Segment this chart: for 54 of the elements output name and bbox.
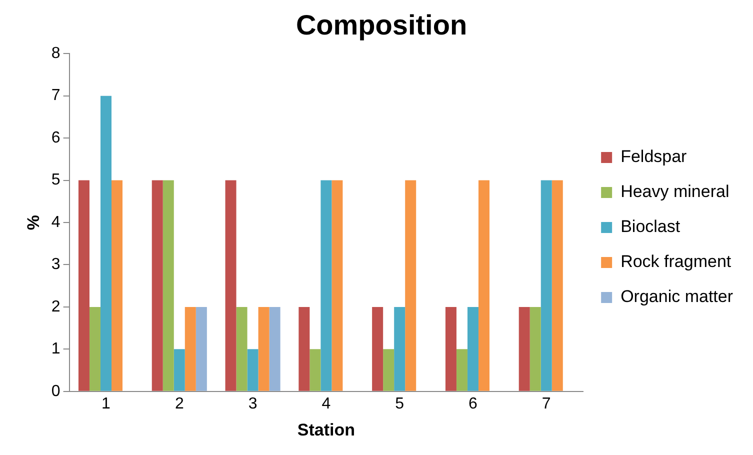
x-tick-label: 7 <box>542 395 551 412</box>
bar <box>112 180 123 391</box>
x-axis-title: Station <box>297 420 355 440</box>
bar <box>247 349 258 391</box>
bar <box>78 180 90 391</box>
bar <box>383 349 394 391</box>
y-tick-label: 5 <box>51 172 60 189</box>
bar <box>552 180 563 391</box>
bar <box>100 96 112 391</box>
bar <box>174 349 185 391</box>
bar <box>196 306 207 391</box>
legend-label: Bioclast <box>620 217 680 236</box>
legend-label: Heavy mineral <box>620 182 730 202</box>
x-tick-label: 3 <box>248 395 258 412</box>
bar <box>394 306 406 391</box>
bar <box>162 180 174 391</box>
y-tick-label: 1 <box>51 340 60 358</box>
bar <box>320 180 332 391</box>
legend-label: Rock fragment <box>620 252 732 272</box>
bar <box>530 306 541 391</box>
bar <box>225 180 236 391</box>
x-tick-label: 4 <box>322 395 331 412</box>
x-tick-label: 6 <box>468 395 478 412</box>
bar <box>540 180 552 391</box>
y-tick-label: 4 <box>51 214 60 231</box>
bar <box>445 306 456 391</box>
bar <box>298 306 310 391</box>
bar <box>456 349 468 391</box>
bar <box>332 180 343 391</box>
bar <box>405 180 416 391</box>
bar <box>236 306 248 391</box>
y-tick-label: 6 <box>51 129 60 146</box>
bar <box>518 306 530 391</box>
legend-label: Organic matter <box>620 287 734 306</box>
x-tick-label: 2 <box>174 395 184 412</box>
bar <box>184 306 196 391</box>
bar <box>269 306 280 391</box>
y-tick-label: 2 <box>51 298 60 316</box>
chart-title: Composition <box>296 10 468 41</box>
y-tick-label: 3 <box>51 256 60 274</box>
legend-label: Feldspar <box>620 147 688 166</box>
x-tick-label: 5 <box>395 395 404 412</box>
bar <box>372 306 384 391</box>
bar <box>89 306 100 391</box>
bar <box>467 306 478 391</box>
x-tick-label: 1 <box>102 395 111 412</box>
y-tick-label: 8 <box>51 45 60 62</box>
y-tick-label: 0 <box>51 382 60 400</box>
y-axis-title: % <box>24 214 43 230</box>
y-tick-label: 7 <box>51 87 60 104</box>
bar <box>258 306 270 391</box>
bar <box>478 180 490 391</box>
bar <box>310 349 321 391</box>
bar <box>152 180 163 391</box>
